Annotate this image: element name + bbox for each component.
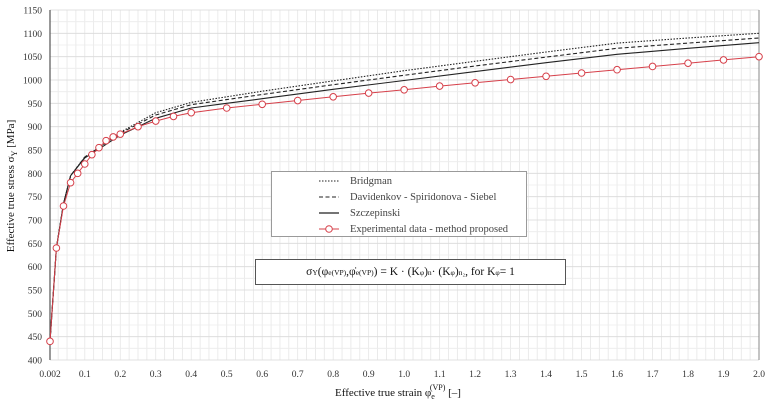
y-tick-label: 950 <box>28 100 43 110</box>
solid-line-icon <box>319 212 339 214</box>
y-tick-label: 750 <box>28 193 43 203</box>
y-tick-label: 800 <box>28 170 43 180</box>
x-axis-title: Effective true strain φe(VP) [–] <box>335 383 461 401</box>
x-tick-label: 0.1 <box>79 370 91 380</box>
y-tick-label: 500 <box>28 310 43 320</box>
grid-lines <box>50 9 760 361</box>
y-axis-title: Effective true stress σY [MPa] <box>5 120 19 252</box>
y-tick-label: 400 <box>28 357 43 367</box>
x-tick-label: 1.0 <box>398 370 410 380</box>
x-tick-label: 1.8 <box>682 370 694 380</box>
x-tick-label: 1.3 <box>505 370 517 380</box>
y-tick-label: 900 <box>28 123 43 133</box>
y-tick-label: 550 <box>28 287 43 297</box>
y-tick-label: 1000 <box>23 77 42 87</box>
x-tick-label: 0.8 <box>327 370 339 380</box>
x-tick-label: 0.002 <box>39 370 61 380</box>
x-tick-label: 0.3 <box>150 370 162 380</box>
legend-item-davidenkov: Davidenkov - Spiridonova - Siebel <box>272 189 496 205</box>
dotted-line-icon <box>319 180 339 182</box>
x-axis-ticks: 0.002 0.1 0.2 0.3 0.4 0.5 0.6 0.7 0.8 0.9 1.0 1.1 1.… <box>39 370 765 380</box>
series-experimental-data-method-proposed <box>46 52 763 346</box>
circle-marker-line-icon <box>319 225 339 233</box>
y-tick-label: 600 <box>28 263 43 273</box>
chart-legend: Bridgman Davidenkov - Spiridonova - Sieb… <box>271 171 527 237</box>
dashed-line-icon <box>319 196 339 198</box>
y-tick-label: 700 <box>28 217 43 227</box>
x-tick-label: 1.9 <box>718 370 730 380</box>
legend-item-experimental: Experimental data - method proposed <box>272 221 508 237</box>
y-tick-label: 850 <box>28 147 43 157</box>
legend-item-szczepinski: Szczepinski <box>272 205 400 221</box>
x-tick-label: 0.9 <box>363 370 375 380</box>
x-tick-label: 0.2 <box>114 370 126 380</box>
x-tick-label: 0.5 <box>221 370 233 380</box>
y-tick-label: 450 <box>28 333 43 343</box>
x-tick-label: 0.7 <box>292 370 304 380</box>
x-tick-label: 2.0 <box>753 370 765 380</box>
x-tick-label: 1.7 <box>647 370 659 380</box>
y-tick-label: 1050 <box>23 53 42 63</box>
x-tick-label: 1.1 <box>434 370 446 380</box>
x-tick-label: 0.6 <box>256 370 268 380</box>
x-tick-label: 1.4 <box>540 370 552 380</box>
x-tick-label: 1.5 <box>576 370 588 380</box>
y-axis-ticks: 400 450 500 550 600 650 700 750 800 850 900 950 1000… <box>23 7 42 367</box>
y-tick-label: 650 <box>28 240 43 250</box>
x-tick-label: 1.2 <box>469 370 481 380</box>
legend-item-bridgman: Bridgman <box>272 173 392 189</box>
x-tick-label: 1.6 <box>611 370 623 380</box>
data-series <box>46 32 763 346</box>
series-davidenkov-spiridonova-siebel <box>49 37 760 342</box>
y-tick-label: 1150 <box>23 7 42 17</box>
y-tick-label: 1100 <box>23 30 42 40</box>
x-tick-label: 0.4 <box>185 370 197 380</box>
